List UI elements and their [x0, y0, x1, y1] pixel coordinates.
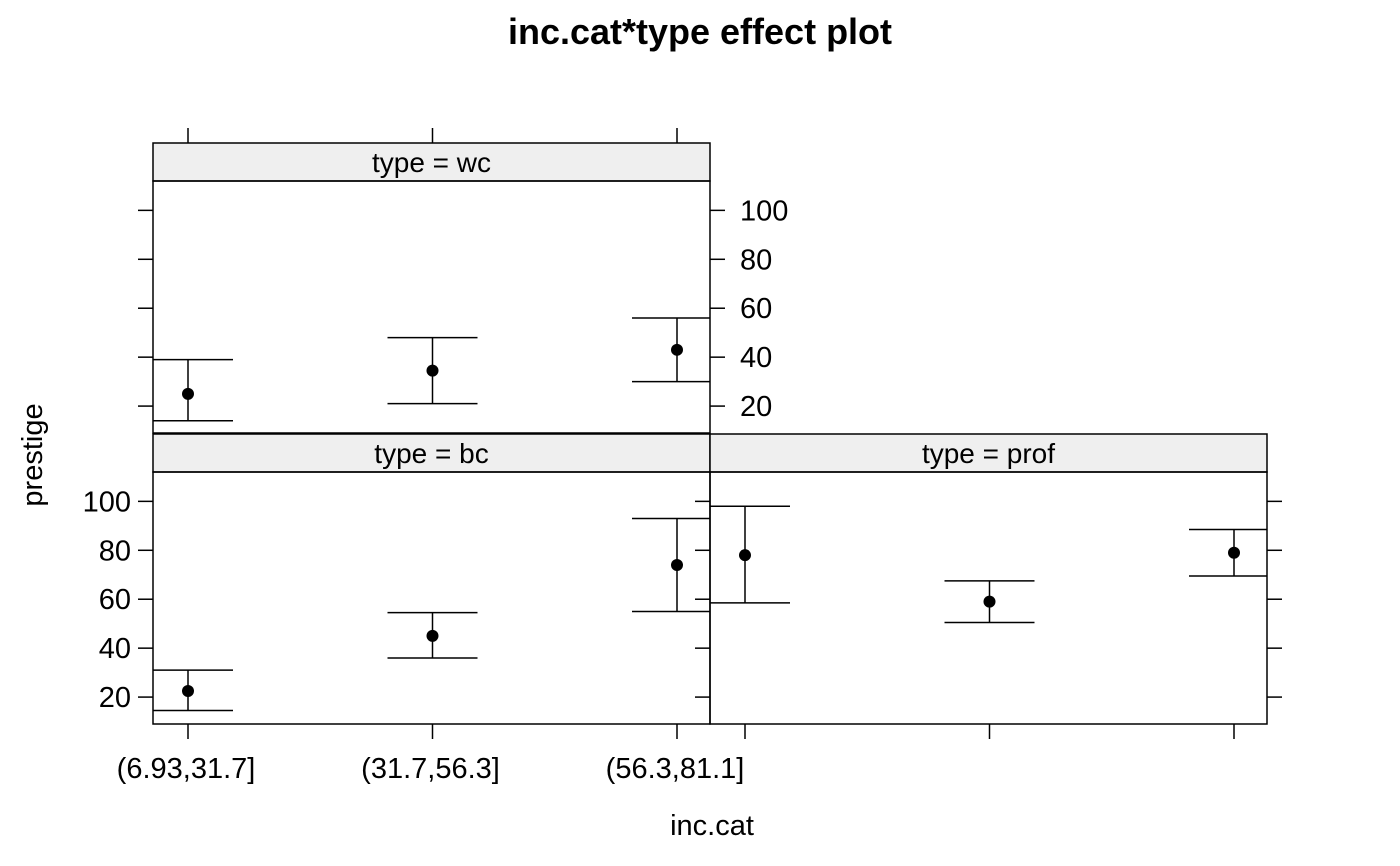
- y-tick-label: 60: [99, 584, 131, 616]
- panel-points: [153, 317, 710, 422]
- y-tick-label: 60: [740, 293, 772, 325]
- chart-title: inc.cat*type effect plot: [508, 11, 892, 52]
- panel-type-prof: type = prof: [695, 433, 1282, 739]
- x-tick-label: (6.93,31.7]: [117, 753, 256, 785]
- effect-point: [671, 343, 683, 356]
- effect-point: [739, 549, 751, 562]
- x-tick-label: (31.7,56.3]: [361, 753, 500, 785]
- panel-points: [153, 517, 710, 712]
- y-axis-label: prestige: [17, 403, 49, 506]
- y-tick-label: 80: [99, 535, 131, 567]
- effect-point: [983, 595, 996, 608]
- panel-strip-label: type = bc: [374, 438, 488, 469]
- y-tick-label: 100: [740, 195, 788, 227]
- y-tick-label: 100: [83, 486, 131, 518]
- panel-strip: [709, 433, 1268, 473]
- panel-strip-label: type = prof: [922, 438, 1055, 469]
- panels-layer: type = wc 20 40 60 80 100 type = bc (6.93,31.7]…: [83, 128, 1282, 785]
- panel-strip-label: type = wc: [372, 147, 491, 178]
- effect-point: [1228, 546, 1240, 559]
- y-tick-label: 40: [740, 342, 772, 374]
- panel-frame: [709, 471, 1268, 725]
- panel-frame: [152, 471, 711, 725]
- y-tick-label: 20: [740, 391, 772, 423]
- panel-type-wc: type = wc 20 40 60 80 100: [138, 128, 788, 434]
- x-tick-label: (56.3,81.1]: [606, 753, 745, 785]
- y-tick-label: 80: [740, 244, 772, 276]
- effect-point: [426, 629, 439, 642]
- y-tick-label: 20: [99, 682, 131, 714]
- effect-point: [426, 364, 439, 377]
- effect-point: [182, 684, 194, 697]
- panel-frame: [152, 180, 711, 434]
- panel-points: [710, 505, 1267, 624]
- panel-type-bc: type = bc (6.93,31.7] (31.7,56.3] (56.3,81.…: [83, 433, 745, 785]
- panel-strip: [152, 142, 711, 182]
- y-tick-label: 40: [99, 633, 131, 665]
- effect-point: [671, 558, 683, 571]
- x-axis-label: inc.cat: [670, 810, 754, 842]
- effect-point: [182, 387, 194, 400]
